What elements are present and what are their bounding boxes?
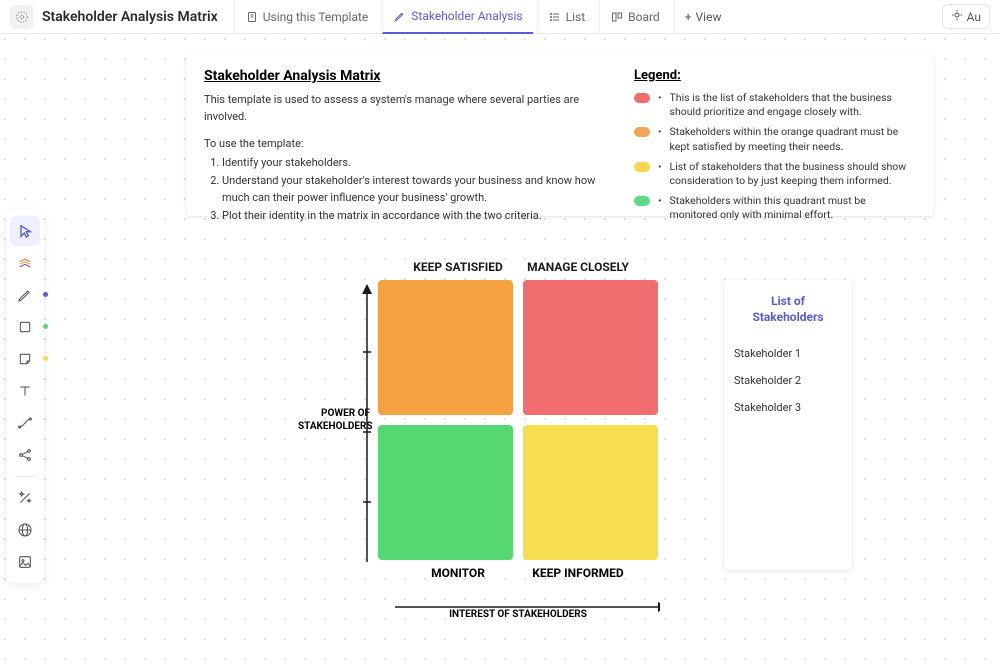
legend-text: Stakeholders within the orange quadrant … [670, 125, 916, 153]
magic-tool[interactable] [10, 483, 40, 513]
pen-tool[interactable] [10, 280, 40, 310]
legend-swatch-yellow [634, 162, 650, 172]
sparkle-icon [951, 9, 963, 24]
matrix: KEEP SATISFIED MANAGE CLOSELY POWER OF S… [300, 260, 670, 580]
top-bar: Stakeholder Analysis Matrix Using this T… [0, 0, 1000, 34]
quad-label-bottom-right: KEEP INFORMED [518, 566, 638, 580]
share-tool[interactable] [10, 440, 40, 470]
color-dot-3 [43, 356, 48, 361]
quad-bottom-left[interactable] [378, 425, 513, 560]
info-desc: This template is used to assess a system… [204, 92, 604, 125]
legend-swatch-orange [634, 127, 650, 137]
info-step: Understand your stakeholder's interest t… [222, 172, 604, 207]
legend-item: • Stakeholders within the orange quadran… [634, 125, 916, 153]
add-view-button[interactable]: + View [674, 0, 732, 34]
right-action-button[interactable]: Au [942, 4, 990, 29]
web-tool[interactable] [10, 515, 40, 545]
layers-tool[interactable] [10, 248, 40, 278]
tab-label: Using this Template [263, 10, 369, 24]
legend-text: Stakeholders within this quadrant must b… [670, 194, 916, 222]
quad-top-right[interactable] [523, 280, 658, 415]
stakeholder-card: List of Stakeholders Stakeholder 1 Stake… [724, 280, 852, 570]
add-view-label: View [696, 10, 722, 24]
y-axis-arrow [358, 282, 376, 562]
info-step: Plot their identity in the matrix in acc… [222, 207, 604, 225]
text-tool[interactable] [10, 376, 40, 406]
list-icon [548, 10, 562, 24]
pen-icon [393, 9, 407, 23]
stakeholder-item[interactable]: Stakeholder 3 [734, 401, 842, 414]
stakeholder-item[interactable]: Stakeholder 2 [734, 374, 842, 387]
connector-tool[interactable] [10, 408, 40, 438]
right-button-label: Au [967, 10, 981, 24]
quad-grid: POWER OF STAKEHOLDERS [378, 280, 658, 560]
legend: Legend: • This is the list of stakeholde… [634, 68, 916, 204]
x-axis-label: INTEREST OF STAKEHOLDERS [378, 608, 658, 621]
quad-bottom-right[interactable] [523, 425, 658, 560]
info-card: Stakeholder Analysis Matrix This templat… [186, 54, 934, 216]
tab-stakeholder-analysis[interactable]: Stakeholder Analysis [382, 0, 532, 34]
board-icon [610, 10, 624, 24]
cursor-tool[interactable] [10, 216, 40, 246]
legend-item: • This is the list of stakeholders that … [634, 91, 916, 119]
tab-list[interactable]: List [537, 0, 596, 34]
quad-label-top-right: MANAGE CLOSELY [518, 260, 638, 274]
info-step: Identify your stakeholders. [222, 154, 604, 172]
info-steps: Identify your stakeholders. Understand y… [204, 154, 604, 224]
legend-swatch-red [634, 93, 650, 103]
tab-board[interactable]: Board [599, 0, 670, 34]
legend-title: Legend: [634, 68, 916, 83]
quad-label-bottom-left: MONITOR [398, 566, 518, 580]
legend-text: List of stakeholders that the business s… [670, 160, 916, 188]
divider [14, 476, 36, 477]
stakeholder-item[interactable]: Stakeholder 1 [734, 347, 842, 360]
legend-swatch-green [634, 196, 650, 206]
info-sub: To use the template: [204, 137, 604, 150]
quad-label-top-left: KEEP SATISFIED [398, 260, 518, 274]
tab-label: List [566, 10, 586, 24]
page-title: Stakeholder Analysis Matrix [42, 9, 218, 25]
tab-label: Board [628, 10, 660, 24]
color-dot-1 [43, 292, 48, 297]
sticky-note-tool[interactable] [10, 344, 40, 374]
tab-label: Stakeholder Analysis [411, 9, 522, 23]
info-title: Stakeholder Analysis Matrix [204, 68, 604, 84]
legend-text: This is the list of stakeholders that th… [670, 91, 916, 119]
legend-item: • Stakeholders within this quadrant must… [634, 194, 916, 222]
info-left: Stakeholder Analysis Matrix This templat… [204, 68, 604, 204]
plus-icon: + [685, 10, 692, 24]
image-tool[interactable] [10, 547, 40, 577]
legend-item: • List of stakeholders that the business… [634, 160, 916, 188]
shape-tool[interactable] [10, 312, 40, 342]
doc-icon [245, 10, 259, 24]
stakeholder-title: List of Stakeholders [734, 294, 842, 325]
app-icon[interactable] [10, 5, 34, 29]
tab-using-template[interactable]: Using this Template [234, 0, 379, 34]
quad-top-left[interactable] [378, 280, 513, 415]
color-dot-2 [43, 324, 48, 329]
tool-panel [6, 210, 44, 583]
